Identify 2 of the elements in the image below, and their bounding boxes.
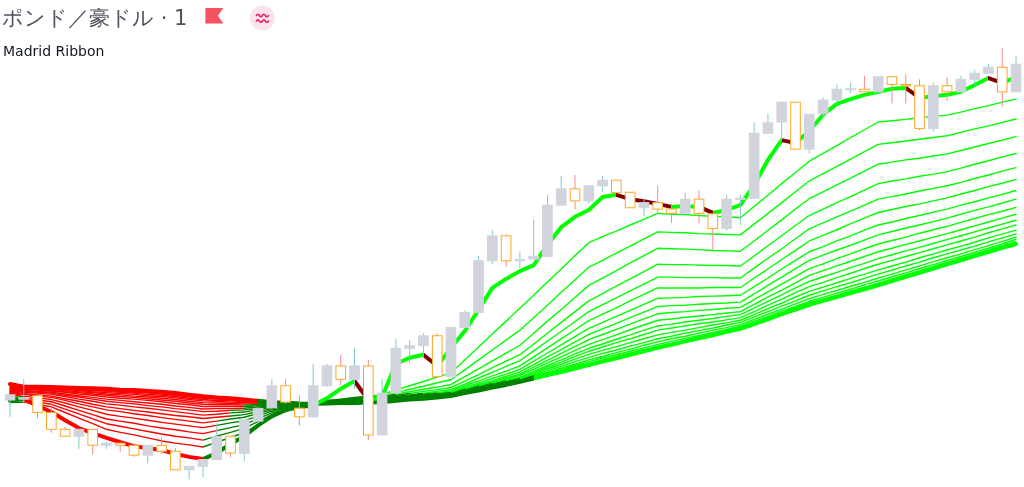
chart-title: ポンド／豪ドル · 1 (2, 6, 188, 30)
chart-subtitle: Madrid Ribbon (3, 43, 105, 59)
